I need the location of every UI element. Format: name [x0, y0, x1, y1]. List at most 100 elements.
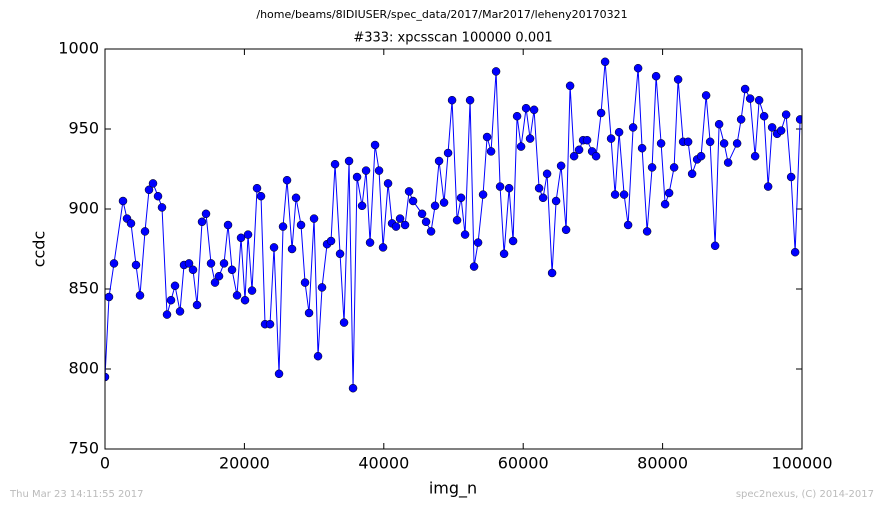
data-point	[504, 183, 514, 193]
data-point	[547, 268, 557, 278]
data-point	[236, 233, 246, 243]
data-point	[701, 91, 711, 100]
data-point	[118, 196, 128, 206]
data-point	[574, 145, 584, 155]
data-point	[637, 143, 647, 153]
data-point	[240, 295, 250, 305]
data-point	[614, 127, 624, 137]
data-point	[542, 169, 552, 179]
data-point	[131, 260, 141, 270]
y-tick-label: 750	[68, 439, 99, 458]
data-point	[223, 220, 233, 230]
data-point	[759, 111, 769, 121]
data-point	[714, 119, 724, 129]
data-point	[664, 188, 674, 198]
data-point	[606, 134, 616, 143]
data-point	[326, 236, 336, 246]
data-point	[495, 182, 505, 191]
data-point	[565, 81, 575, 91]
data-point	[687, 169, 697, 179]
data-point	[421, 217, 431, 227]
data-point	[482, 132, 492, 142]
data-point	[786, 172, 796, 182]
data-point	[304, 308, 314, 318]
data-point	[184, 259, 194, 268]
data-point	[348, 383, 358, 393]
data-point	[330, 159, 340, 169]
data-point	[776, 126, 786, 135]
data-point	[188, 265, 198, 275]
data-point	[486, 147, 496, 156]
data-point	[153, 191, 163, 201]
data-point	[600, 57, 610, 67]
data-point	[534, 183, 544, 193]
data-point	[750, 151, 760, 161]
data-point	[460, 230, 470, 239]
data-point	[135, 291, 145, 300]
data-point	[232, 291, 242, 300]
y-tick-label: 950	[68, 119, 99, 138]
data-point	[374, 166, 384, 175]
data-point	[175, 307, 185, 316]
data-point	[736, 115, 746, 124]
data-point	[274, 369, 284, 379]
data-point	[781, 110, 791, 119]
data-point	[365, 238, 375, 247]
data-point	[352, 172, 362, 182]
data-point	[556, 161, 566, 171]
data-point	[439, 198, 449, 207]
data-point	[144, 185, 154, 195]
data-point	[417, 209, 427, 219]
data-point	[140, 227, 150, 236]
data-point	[538, 193, 548, 203]
data-point	[361, 166, 371, 175]
data-point	[201, 209, 211, 219]
data-point	[491, 67, 501, 76]
data-point	[569, 151, 579, 161]
data-point	[269, 243, 279, 252]
data-point	[197, 217, 207, 227]
data-point	[247, 286, 257, 295]
y-tick-label: 850	[68, 279, 99, 298]
data-point	[192, 300, 202, 310]
data-point	[619, 190, 629, 199]
data-point	[166, 295, 176, 305]
data-point	[400, 220, 410, 230]
data-point	[434, 156, 444, 166]
data-point	[591, 151, 601, 161]
data-point	[660, 199, 670, 209]
data-point	[754, 95, 764, 105]
data-point	[723, 158, 733, 167]
data-point	[767, 123, 777, 132]
data-point	[790, 247, 800, 257]
data-point	[763, 182, 773, 191]
suptitle: /home/beams/8IDIUSER/spec_data/2017/Mar2…	[256, 8, 627, 21]
data-point	[705, 137, 715, 147]
data-point	[551, 196, 561, 206]
data-point	[473, 238, 483, 247]
data-point	[300, 278, 310, 287]
data-point	[105, 292, 114, 302]
data-point	[452, 215, 462, 225]
data-point	[105, 372, 110, 382]
y-tick-label: 1000	[58, 39, 99, 58]
data-point	[404, 187, 414, 196]
data-point	[378, 243, 388, 252]
data-point	[157, 203, 167, 212]
data-point	[339, 318, 349, 327]
data-point	[516, 142, 526, 151]
data-point	[647, 163, 657, 172]
data-point	[633, 63, 643, 73]
data-point	[508, 236, 518, 246]
chart-title: #333: xpcsscan 100000 0.001	[353, 31, 552, 46]
data-point	[582, 135, 592, 145]
data-point	[256, 191, 266, 201]
data-point	[126, 219, 136, 228]
data-point	[296, 220, 306, 230]
data-point	[219, 259, 229, 268]
data-point	[795, 115, 802, 124]
data-point	[642, 227, 652, 236]
data-point	[148, 179, 158, 188]
